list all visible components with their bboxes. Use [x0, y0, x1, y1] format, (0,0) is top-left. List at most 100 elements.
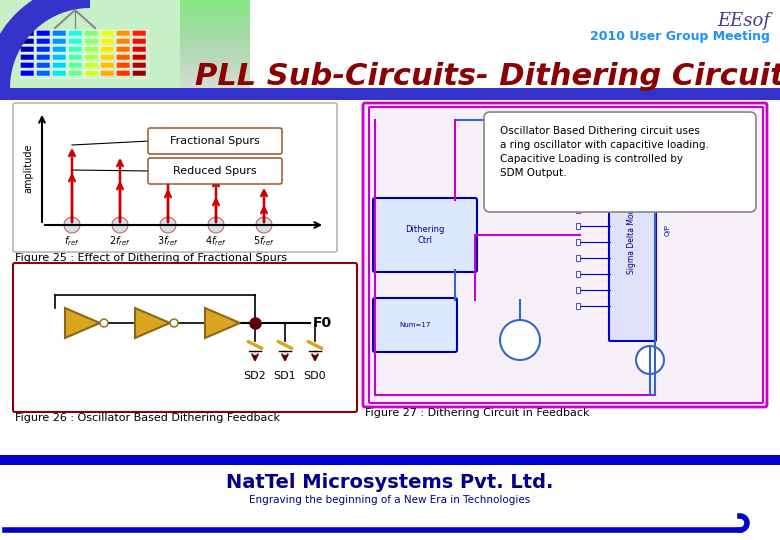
- Bar: [0, 2, 250, 3]
- FancyBboxPatch shape: [373, 298, 457, 352]
- Bar: [0, 56, 250, 57]
- Bar: [0, 96, 250, 97]
- Bar: [132, 38, 146, 44]
- Bar: [0, 54, 250, 55]
- Bar: [84, 46, 98, 52]
- FancyBboxPatch shape: [13, 263, 357, 412]
- Bar: [0, 37, 250, 38]
- Bar: [0, 85, 250, 86]
- Text: $2f_{ref}$: $2f_{ref}$: [109, 234, 131, 248]
- Bar: [0, 71, 250, 72]
- Bar: [0, 17, 250, 18]
- Circle shape: [170, 319, 178, 327]
- Bar: [576, 175, 580, 181]
- Bar: [0, 455, 780, 465]
- Bar: [0, 75, 250, 76]
- Bar: [84, 62, 98, 68]
- Bar: [52, 30, 66, 36]
- Bar: [0, 29, 250, 30]
- Circle shape: [160, 217, 176, 233]
- Bar: [0, 83, 250, 84]
- Bar: [0, 57, 250, 58]
- Bar: [0, 5, 250, 6]
- Bar: [0, 3, 250, 4]
- Bar: [132, 70, 146, 76]
- Bar: [100, 38, 114, 44]
- Bar: [0, 78, 250, 79]
- Bar: [0, 7, 250, 8]
- Bar: [52, 54, 66, 60]
- Bar: [0, 32, 250, 33]
- Bar: [576, 191, 580, 197]
- Bar: [116, 70, 130, 76]
- Bar: [0, 79, 250, 80]
- Bar: [0, 0, 250, 1]
- Bar: [576, 255, 580, 261]
- Bar: [0, 80, 250, 81]
- Text: SD2: SD2: [243, 371, 267, 381]
- Circle shape: [100, 319, 108, 327]
- Bar: [0, 43, 250, 44]
- Bar: [20, 70, 34, 76]
- Bar: [36, 30, 50, 36]
- Text: $3f_{ref}$: $3f_{ref}$: [157, 234, 179, 248]
- Bar: [0, 93, 250, 94]
- Bar: [20, 62, 34, 68]
- Bar: [132, 54, 146, 60]
- Bar: [0, 22, 250, 23]
- Bar: [0, 67, 250, 68]
- Bar: [576, 143, 580, 149]
- Bar: [0, 61, 250, 62]
- Bar: [0, 95, 250, 96]
- Text: F0: F0: [313, 316, 332, 330]
- Bar: [0, 90, 250, 91]
- Text: SD1: SD1: [274, 371, 296, 381]
- Text: Figure 25 : Effect of Dithering of Fractional Spurs: Figure 25 : Effect of Dithering of Fract…: [15, 253, 287, 263]
- Bar: [116, 30, 130, 36]
- Bar: [0, 4, 250, 5]
- Bar: [0, 76, 250, 77]
- Bar: [0, 42, 250, 43]
- Bar: [0, 30, 250, 31]
- FancyBboxPatch shape: [13, 103, 337, 252]
- Bar: [0, 35, 250, 36]
- Bar: [36, 54, 50, 60]
- Polygon shape: [205, 308, 240, 338]
- Bar: [0, 18, 250, 19]
- Bar: [100, 46, 114, 52]
- Bar: [0, 63, 250, 64]
- Bar: [100, 30, 114, 36]
- Bar: [0, 82, 250, 83]
- Bar: [0, 91, 250, 92]
- Bar: [20, 46, 34, 52]
- Bar: [0, 1, 250, 2]
- Text: O/P: O/P: [665, 224, 671, 236]
- Bar: [0, 28, 250, 29]
- Circle shape: [112, 217, 128, 233]
- Bar: [0, 44, 250, 45]
- Bar: [0, 52, 250, 53]
- Text: Fractional Spurs: Fractional Spurs: [170, 136, 260, 146]
- Bar: [0, 62, 250, 63]
- Bar: [68, 30, 82, 36]
- Bar: [36, 70, 50, 76]
- Bar: [20, 30, 34, 36]
- Bar: [0, 66, 250, 67]
- Bar: [0, 23, 250, 24]
- Text: EEsof: EEsof: [717, 12, 770, 30]
- Circle shape: [500, 320, 540, 360]
- Bar: [84, 54, 98, 60]
- Bar: [0, 8, 250, 9]
- Polygon shape: [65, 308, 100, 338]
- Bar: [68, 54, 82, 60]
- Text: Num=17: Num=17: [399, 322, 431, 328]
- Bar: [68, 70, 82, 76]
- Bar: [0, 92, 250, 93]
- Bar: [68, 38, 82, 44]
- Bar: [0, 24, 250, 25]
- Bar: [0, 64, 250, 65]
- Bar: [0, 11, 250, 12]
- FancyBboxPatch shape: [609, 119, 656, 341]
- Bar: [132, 62, 146, 68]
- Circle shape: [208, 217, 224, 233]
